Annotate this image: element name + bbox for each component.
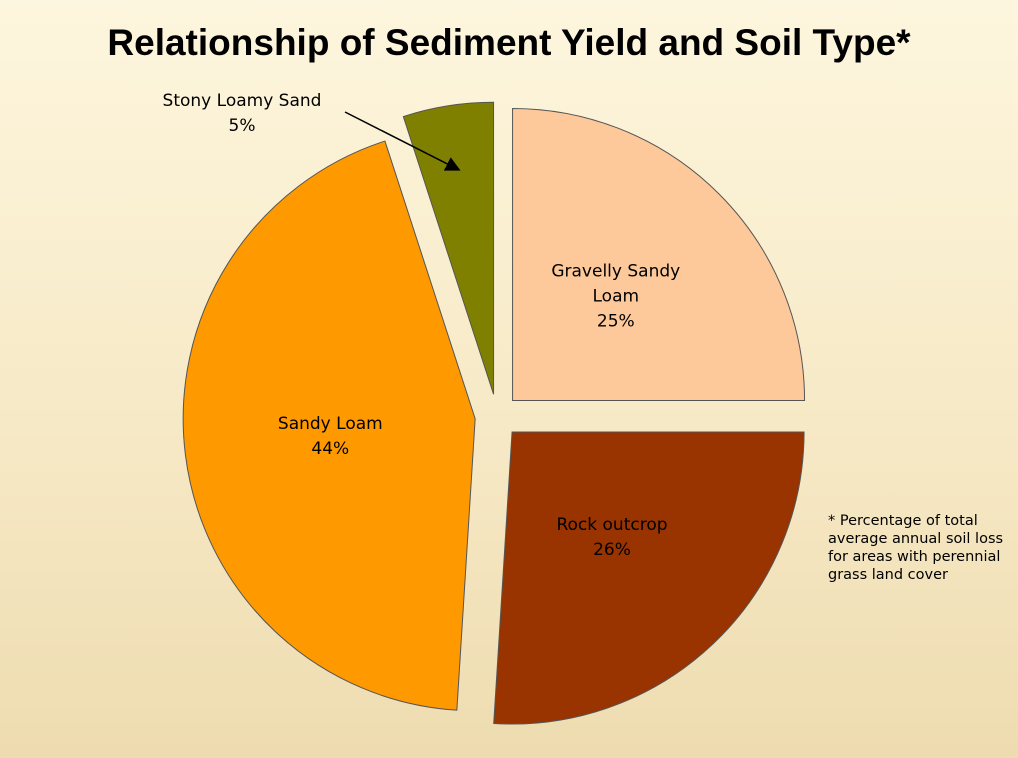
slice-value: 44% xyxy=(311,439,350,460)
pie-slice xyxy=(402,101,495,395)
pie-slice xyxy=(182,140,476,711)
slice-value: 26% xyxy=(593,540,631,561)
leader-arrow xyxy=(344,111,461,171)
slice-value: 5% xyxy=(228,116,256,136)
pie-slice xyxy=(493,431,805,725)
slice-category: Stony Loamy Sand xyxy=(162,91,322,111)
chart-title: Relationship of Sediment Yield and Soil … xyxy=(107,22,911,63)
slice-label: Rock outcrop 26% xyxy=(527,513,697,563)
slice-value: 25% xyxy=(596,311,635,332)
slice-category: Rock outcrop xyxy=(556,515,668,536)
annotation: * Percentage of total average annual soi… xyxy=(828,513,1004,583)
slice-category: Gravelly Sandy Loam xyxy=(551,261,681,307)
slice-label: Sandy Loam 44% xyxy=(245,412,415,462)
slice-label: Stony Loamy Sand 5% xyxy=(157,89,327,139)
pie-slice xyxy=(512,107,806,401)
slice-label: Gravelly Sandy Loam 25% xyxy=(531,260,701,335)
slice-category: Sandy Loam xyxy=(277,414,383,435)
